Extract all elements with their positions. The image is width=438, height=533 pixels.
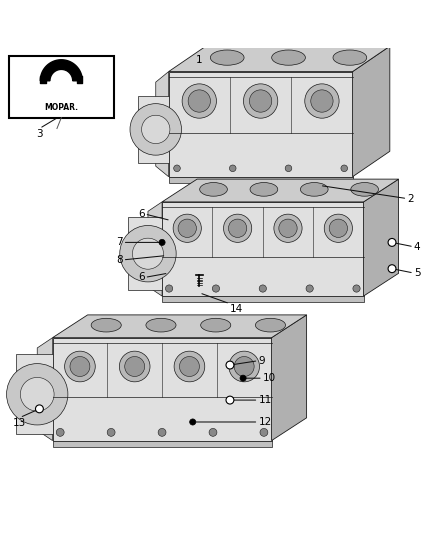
Text: 6: 6 bbox=[138, 209, 145, 219]
Circle shape bbox=[259, 285, 266, 292]
Circle shape bbox=[305, 84, 339, 118]
Polygon shape bbox=[53, 338, 272, 441]
Circle shape bbox=[226, 361, 234, 369]
Circle shape bbox=[158, 429, 166, 437]
Circle shape bbox=[209, 429, 217, 437]
Polygon shape bbox=[162, 202, 364, 296]
Circle shape bbox=[244, 84, 278, 118]
Circle shape bbox=[70, 357, 90, 376]
Ellipse shape bbox=[210, 50, 244, 65]
Circle shape bbox=[132, 238, 163, 269]
Circle shape bbox=[226, 396, 234, 404]
Circle shape bbox=[7, 364, 68, 425]
Circle shape bbox=[341, 165, 347, 172]
Polygon shape bbox=[37, 338, 53, 441]
Ellipse shape bbox=[200, 182, 227, 196]
Circle shape bbox=[240, 375, 246, 381]
Circle shape bbox=[119, 351, 150, 382]
Text: 14: 14 bbox=[230, 304, 243, 314]
Polygon shape bbox=[169, 177, 353, 183]
Polygon shape bbox=[138, 96, 169, 163]
Ellipse shape bbox=[201, 318, 231, 332]
Text: 4: 4 bbox=[414, 242, 420, 252]
Circle shape bbox=[250, 90, 272, 112]
Text: 10: 10 bbox=[263, 373, 276, 383]
Circle shape bbox=[35, 405, 43, 413]
Text: MOPAR.: MOPAR. bbox=[44, 103, 78, 111]
Text: 8: 8 bbox=[116, 255, 123, 265]
Circle shape bbox=[274, 214, 302, 243]
Circle shape bbox=[230, 165, 236, 172]
Circle shape bbox=[306, 285, 313, 292]
Polygon shape bbox=[169, 71, 353, 177]
Circle shape bbox=[212, 285, 219, 292]
Circle shape bbox=[190, 419, 196, 425]
Circle shape bbox=[388, 265, 396, 273]
Circle shape bbox=[188, 90, 210, 112]
Circle shape bbox=[20, 377, 54, 411]
Text: 1: 1 bbox=[196, 55, 203, 65]
Text: 12: 12 bbox=[258, 417, 272, 427]
Polygon shape bbox=[53, 441, 272, 447]
Polygon shape bbox=[128, 217, 162, 290]
Circle shape bbox=[180, 357, 199, 376]
Polygon shape bbox=[148, 202, 162, 296]
Polygon shape bbox=[156, 71, 169, 177]
Text: 11: 11 bbox=[258, 395, 272, 405]
Polygon shape bbox=[57, 72, 66, 82]
Circle shape bbox=[285, 165, 292, 172]
Ellipse shape bbox=[300, 182, 328, 196]
Polygon shape bbox=[353, 46, 390, 177]
Polygon shape bbox=[40, 60, 82, 81]
Text: 9: 9 bbox=[258, 356, 265, 366]
Polygon shape bbox=[162, 179, 399, 202]
Circle shape bbox=[182, 84, 216, 118]
Circle shape bbox=[260, 429, 268, 437]
Ellipse shape bbox=[91, 318, 121, 332]
Circle shape bbox=[234, 357, 254, 376]
Circle shape bbox=[130, 103, 181, 155]
Circle shape bbox=[223, 214, 252, 243]
Polygon shape bbox=[16, 354, 53, 434]
Ellipse shape bbox=[333, 50, 367, 65]
Polygon shape bbox=[53, 315, 307, 338]
Circle shape bbox=[279, 219, 297, 237]
Ellipse shape bbox=[250, 182, 278, 196]
Circle shape bbox=[329, 219, 347, 237]
Circle shape bbox=[174, 351, 205, 382]
Circle shape bbox=[120, 225, 176, 282]
Text: 7: 7 bbox=[116, 237, 123, 247]
Text: 13: 13 bbox=[13, 418, 26, 427]
Text: 2: 2 bbox=[407, 193, 414, 204]
Ellipse shape bbox=[351, 182, 378, 196]
Ellipse shape bbox=[146, 318, 176, 332]
Circle shape bbox=[159, 239, 165, 246]
Circle shape bbox=[141, 115, 170, 143]
Bar bbox=[9, 56, 114, 118]
Circle shape bbox=[311, 90, 333, 112]
Ellipse shape bbox=[272, 50, 305, 65]
Text: 3: 3 bbox=[36, 128, 43, 139]
Circle shape bbox=[166, 285, 173, 292]
Circle shape bbox=[174, 165, 180, 172]
Text: 5: 5 bbox=[414, 268, 420, 278]
Circle shape bbox=[353, 285, 360, 292]
Circle shape bbox=[229, 219, 247, 237]
Circle shape bbox=[65, 351, 95, 382]
Circle shape bbox=[173, 214, 201, 243]
Polygon shape bbox=[169, 46, 390, 71]
Circle shape bbox=[388, 238, 396, 246]
Polygon shape bbox=[162, 296, 364, 302]
Ellipse shape bbox=[255, 318, 286, 332]
Polygon shape bbox=[364, 179, 399, 296]
Circle shape bbox=[324, 214, 353, 243]
Circle shape bbox=[125, 357, 145, 376]
Text: 6: 6 bbox=[138, 272, 145, 282]
Polygon shape bbox=[272, 315, 307, 441]
Circle shape bbox=[107, 429, 115, 437]
Circle shape bbox=[56, 429, 64, 437]
Circle shape bbox=[229, 351, 259, 382]
Circle shape bbox=[178, 219, 196, 237]
